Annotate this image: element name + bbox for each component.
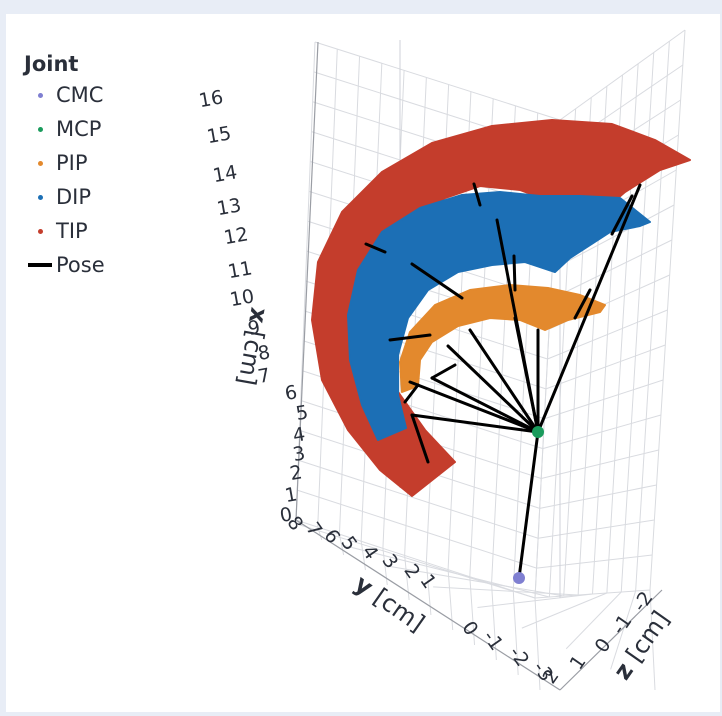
y-tick-label: 0 (457, 617, 482, 640)
axis-titles: x [cm]y [cm]z [cm] (232, 305, 675, 685)
pose-line (536, 183, 642, 434)
x-tick-label: 16 (197, 86, 225, 112)
x-tick-label: 12 (222, 223, 250, 249)
pose-line (410, 262, 464, 300)
x-tick-label: 1 (283, 483, 299, 507)
x-tick-label: 9 (246, 316, 262, 340)
z-tick-label: 0 (591, 634, 616, 657)
legend-item-dip[interactable]: DIP (24, 180, 105, 214)
grid-line (534, 597, 541, 691)
grid-line (360, 541, 366, 571)
legend: Joint CMC MCP PIP DIP TIP Pose (24, 52, 105, 282)
x-axis-line (295, 41, 319, 521)
x-tick-label: 15 (205, 122, 233, 148)
pose-line (403, 383, 420, 404)
legend-item-mcp[interactable]: MCP (24, 112, 105, 146)
x-axis-title-letter: x (243, 305, 273, 326)
pose-line (430, 376, 540, 434)
x-tick-label: 13 (215, 194, 243, 220)
legend-marker (37, 160, 43, 166)
grid-line (388, 565, 564, 597)
data-surfaces (311, 119, 691, 497)
pose-line (512, 254, 517, 292)
y-tick-label: 3 (377, 550, 402, 573)
grid-line (649, 29, 686, 591)
joint-points (513, 426, 544, 584)
y-axis-line (295, 519, 561, 691)
grid-line (565, 591, 622, 650)
pose-line (410, 413, 540, 434)
pose-line (495, 218, 540, 434)
grid-line (297, 489, 537, 569)
grid-line (635, 41, 670, 592)
grid-line (477, 593, 593, 608)
legend-item-cmc[interactable]: CMC (24, 78, 105, 112)
surface-dip (347, 191, 651, 441)
x-tick-label: 14 (211, 161, 239, 187)
y-tick-label: -1 (478, 626, 507, 654)
grid-line (512, 590, 519, 676)
grid-line (298, 459, 539, 539)
pose-line (408, 380, 540, 434)
grid-line (314, 41, 561, 121)
pose-line (468, 328, 540, 434)
grid-line (433, 586, 579, 596)
grid-line (521, 592, 608, 629)
x-tick-label: 7 (256, 364, 272, 388)
pose-line (517, 430, 540, 580)
point-cmc (513, 572, 525, 584)
legend-marker (37, 194, 43, 200)
grid-line (469, 576, 476, 646)
legend-item-pose[interactable]: Pose (24, 248, 105, 282)
grid-line (491, 583, 497, 661)
pose-line (364, 242, 387, 254)
legend-marker (37, 92, 43, 98)
x-tick-label: 3 (291, 442, 307, 466)
y-tick-label: -2 (504, 642, 533, 670)
x-tick-label: 10 (228, 285, 256, 311)
pose-line (410, 413, 430, 464)
pose-line (472, 182, 482, 207)
x-axis-title: x [cm] (232, 305, 273, 387)
legend-item-tip[interactable]: TIP (24, 214, 105, 248)
legend-marker-line (28, 263, 52, 267)
x-tick-label: 2 (288, 461, 304, 485)
x-tick-label: 0 (278, 503, 294, 527)
grid-line (344, 545, 550, 598)
grid-line (610, 590, 637, 670)
legend-marker (37, 126, 43, 132)
x-tick-label: 5 (294, 401, 310, 425)
z-axis-line (559, 589, 663, 691)
grid-line (317, 526, 323, 541)
pose-line (610, 194, 634, 236)
legend-item-pip[interactable]: PIP (24, 146, 105, 180)
x-tick-label: 6 (283, 381, 299, 405)
z-tick-label: 1 (566, 651, 591, 674)
pose-line (388, 333, 432, 342)
grid-line (299, 524, 536, 599)
x-tick-label: 11 (226, 257, 254, 283)
y-tick-label: 4 (357, 541, 382, 564)
pose-line (573, 288, 592, 320)
grid-line (649, 589, 656, 691)
x-tick-label: 4 (291, 423, 307, 447)
x-tick-label: 8 (256, 341, 272, 365)
legend-title: Joint (24, 52, 79, 76)
legend-marker (37, 228, 43, 234)
pose-line (446, 344, 540, 434)
pose-line (430, 363, 457, 380)
pose-lines (364, 182, 642, 580)
point-mcp (532, 426, 544, 438)
surface-pip (399, 284, 606, 393)
grid-line (295, 519, 536, 599)
